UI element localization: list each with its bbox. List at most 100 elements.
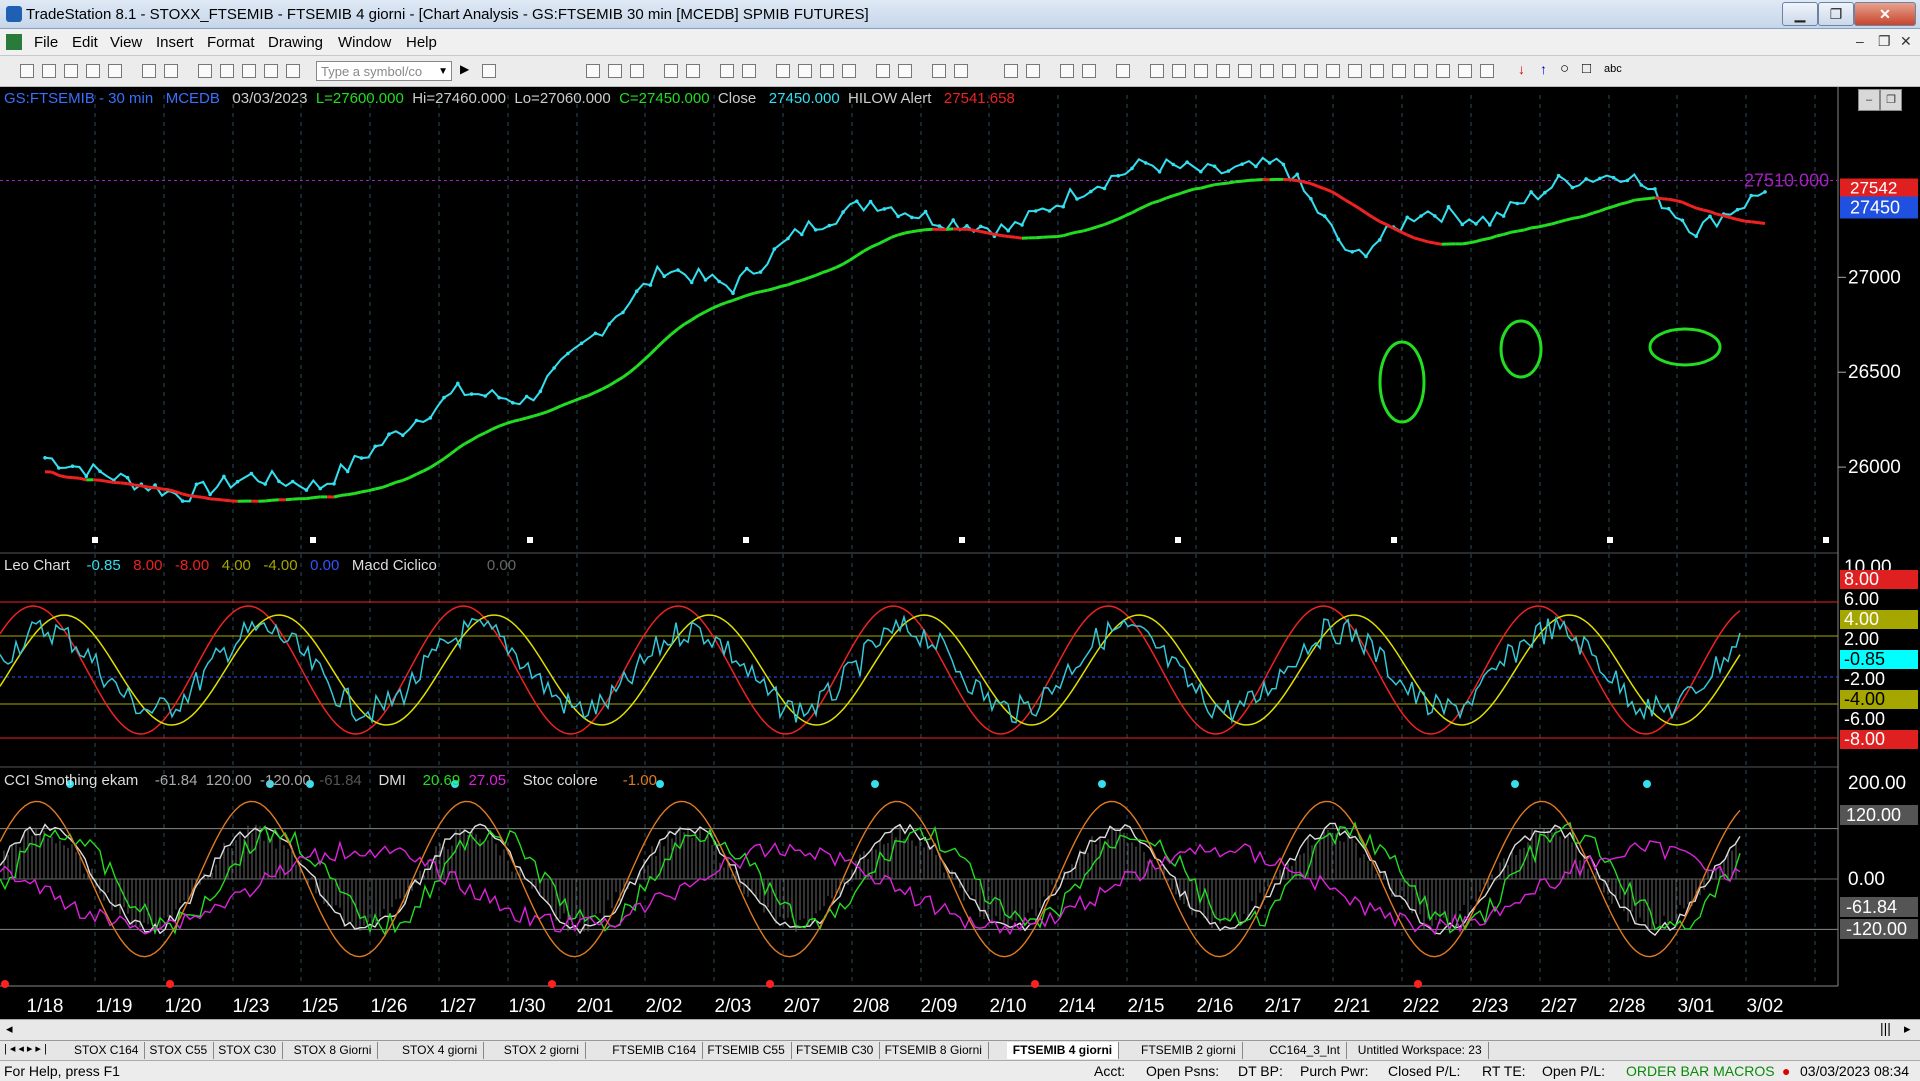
arrow-line-icon[interactable] (1436, 64, 1450, 78)
arrow-down-icon[interactable]: ↓ (1518, 61, 1525, 77)
magnet-icon[interactable] (1082, 64, 1096, 78)
panel-minimize-button[interactable]: – (1858, 89, 1880, 111)
menu-format[interactable]: Format (207, 34, 255, 51)
study-icon[interactable] (798, 64, 812, 78)
moving-average-segment (1373, 217, 1380, 221)
zoom-out-icon[interactable] (954, 64, 968, 78)
workspace-tab[interactable]: STOX C164 (68, 1042, 145, 1059)
workspace-tab[interactable]: FTSEMIB 8 Giorni (879, 1042, 989, 1059)
print-preview-icon[interactable] (164, 64, 178, 78)
pointer-icon[interactable] (1004, 64, 1018, 78)
scroll-bars-icon[interactable]: ||| (1880, 1020, 1891, 1036)
color-icon[interactable] (286, 64, 300, 78)
text-label-tool[interactable]: abc (1604, 63, 1622, 75)
price-point (580, 342, 584, 346)
bars-icon[interactable] (842, 64, 856, 78)
candle-icon[interactable] (630, 64, 644, 78)
menu-insert[interactable]: Insert (156, 34, 194, 51)
print-icon[interactable] (142, 64, 156, 78)
maximize-button[interactable]: ❐ (1818, 2, 1854, 26)
gann-icon[interactable] (1172, 64, 1186, 78)
lookup-icon[interactable] (482, 64, 496, 78)
moving-average-segment (1077, 231, 1084, 232)
mdi-close-button[interactable]: ✕ (1900, 33, 1912, 50)
workspace-tab[interactable]: Untitled Workspace: 23 (1352, 1042, 1489, 1059)
andrews-icon[interactable] (1348, 64, 1362, 78)
panel-restore-button[interactable]: ❐ (1880, 89, 1902, 111)
workspace-tab[interactable]: FTSEMIB C55 (701, 1042, 791, 1059)
period-icon[interactable] (1392, 64, 1406, 78)
mdi-minimize-button[interactable]: – (1856, 33, 1864, 49)
channel-icon[interactable] (1260, 64, 1274, 78)
menu-help[interactable]: Help (406, 34, 437, 51)
menu-edit[interactable]: Edit (72, 34, 98, 51)
speed-icon[interactable] (1238, 64, 1252, 78)
workspace-tab[interactable]: STOX C30 (212, 1042, 283, 1059)
workspace-tab[interactable]: STOX 4 giorni (396, 1042, 484, 1059)
format-icon[interactable] (720, 64, 734, 78)
lock-icon[interactable] (242, 64, 256, 78)
time-zone-icon[interactable] (1414, 64, 1428, 78)
expand-icon[interactable] (876, 64, 890, 78)
rectangle-icon[interactable]: □ (1582, 60, 1591, 77)
arrow-up-icon[interactable]: ↑ (1540, 61, 1547, 77)
workspace-tab[interactable]: FTSEMIB C164 (606, 1042, 703, 1059)
tools-icon[interactable] (1060, 64, 1074, 78)
fan-icon[interactable] (1282, 64, 1296, 78)
x-axis-label: 2/15 (1128, 996, 1165, 1017)
order-bar-macros[interactable]: ORDER BAR MACROS (1626, 1063, 1775, 1079)
indicator-icon[interactable] (664, 64, 678, 78)
chevron-down-icon[interactable]: ▼ (438, 62, 448, 82)
new-icon[interactable] (20, 64, 34, 78)
minimize-button[interactable]: ▁ (1782, 2, 1818, 26)
open-icon[interactable] (42, 64, 56, 78)
curve-icon[interactable] (1480, 64, 1494, 78)
cci-signal-dot (1511, 780, 1519, 788)
regression-icon[interactable] (1304, 64, 1318, 78)
horizontal-scrollbar[interactable]: ◂ ||| ▸ (0, 1019, 1920, 1040)
line-chart-icon[interactable] (608, 64, 622, 78)
strategy-icon[interactable] (686, 64, 700, 78)
workspace-tab[interactable]: STOX 8 Giorni (288, 1042, 379, 1059)
trend-icon[interactable] (1116, 64, 1130, 78)
tab-nav-arrows-icon[interactable]: |◂◂▸▸| (4, 1042, 50, 1055)
tile-icon[interactable] (220, 64, 234, 78)
price-point (607, 322, 611, 326)
data-window-icon[interactable] (820, 64, 834, 78)
close-button[interactable]: ✕ (1854, 2, 1916, 26)
workspace-tab[interactable]: FTSEMIB 4 giorni (1007, 1042, 1119, 1059)
compress-icon[interactable] (898, 64, 912, 78)
scale-icon[interactable] (776, 64, 790, 78)
mdi-restore-button[interactable]: ❐ (1878, 33, 1891, 50)
go-arrow-icon[interactable]: ▶ (460, 62, 469, 76)
symbol-input[interactable]: Type a symbol/co▼ (316, 61, 452, 81)
workspace-tab[interactable]: STOX 2 giorni (498, 1042, 586, 1059)
macro-icon[interactable] (264, 64, 278, 78)
workspace-tab[interactable]: CC164_3_Int (1263, 1042, 1347, 1059)
circle-icon[interactable]: ○ (1560, 60, 1569, 77)
bar-chart-icon[interactable] (586, 64, 600, 78)
save-icon[interactable] (86, 64, 100, 78)
workspace-tab[interactable]: FTSEMIB C30 (790, 1042, 880, 1059)
window-icon[interactable] (742, 64, 756, 78)
fib-icon[interactable] (1216, 64, 1230, 78)
zoom-in-icon[interactable] (932, 64, 946, 78)
workspace-tab[interactable]: FTSEMIB 2 giorni (1135, 1042, 1243, 1059)
hline-icon[interactable] (1194, 64, 1208, 78)
arc-icon[interactable] (1326, 64, 1340, 78)
menu-file[interactable]: File (34, 34, 58, 51)
save-all-icon[interactable] (108, 64, 122, 78)
trendline-icon[interactable] (1150, 64, 1164, 78)
workspace-tab[interactable]: STOX C55 (143, 1042, 214, 1059)
cascade-icon[interactable] (198, 64, 212, 78)
menu-view[interactable]: View (110, 34, 142, 51)
text-tool-icon[interactable] (1026, 64, 1040, 78)
menu-window[interactable]: Window (338, 34, 391, 51)
open-workspace-icon[interactable] (64, 64, 78, 78)
text-box-icon[interactable] (1458, 64, 1472, 78)
scroll-right-icon[interactable]: ▸ (1904, 1021, 1911, 1037)
cycle-icon[interactable] (1370, 64, 1384, 78)
scroll-left-icon[interactable]: ◂ (6, 1021, 13, 1037)
menu-drawing[interactable]: Drawing (268, 34, 323, 51)
